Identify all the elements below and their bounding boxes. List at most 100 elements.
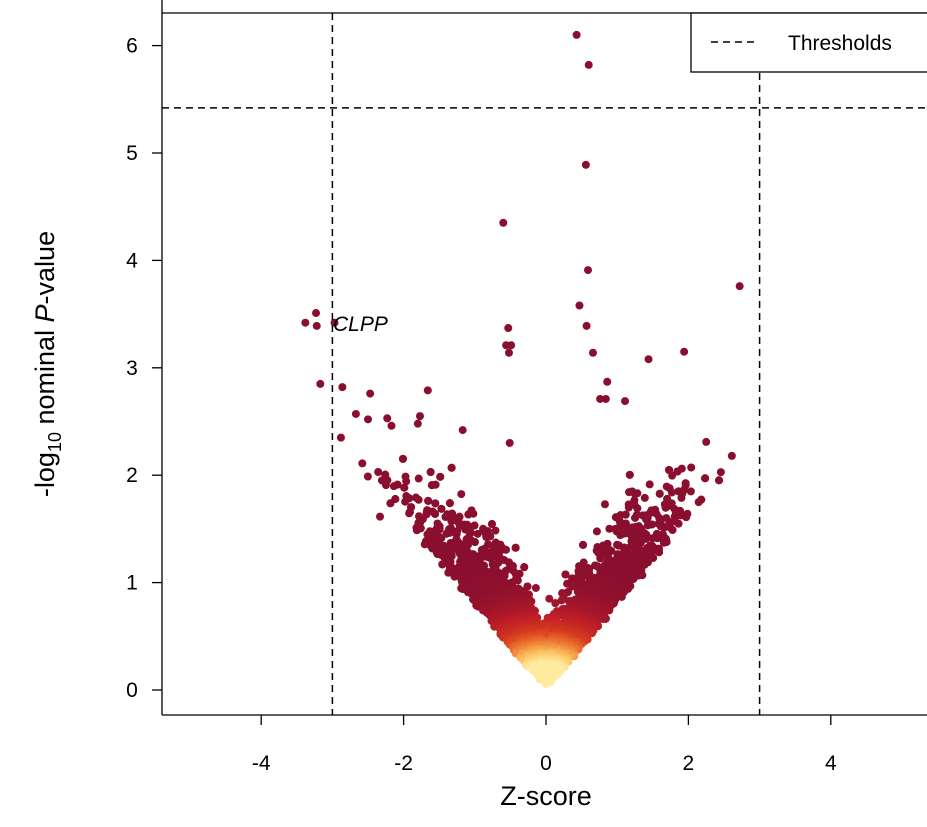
- data-point: [584, 266, 593, 275]
- data-point: [504, 324, 513, 333]
- data-point: [584, 60, 593, 69]
- y-axis-title-prefix: -log: [30, 452, 60, 497]
- bulk-point: [531, 583, 540, 592]
- bulk-point: [491, 526, 500, 535]
- data-point: [336, 433, 345, 442]
- data-point: [596, 394, 605, 403]
- data-point: [312, 321, 321, 330]
- bulk-point: [654, 519, 663, 528]
- x-ticks: -4 -2 0 2 4: [252, 715, 837, 775]
- x-tick-label: 4: [825, 752, 837, 775]
- data-point: [330, 318, 339, 327]
- bulk-point: [591, 561, 600, 570]
- x-axis-title: Z-score: [500, 781, 592, 811]
- bulk-point: [375, 512, 384, 521]
- bulk-point: [520, 563, 529, 572]
- y-tick-label: 2: [126, 464, 138, 487]
- bulk-point: [686, 487, 695, 496]
- bulk-point: [447, 463, 456, 472]
- data-point: [581, 160, 590, 169]
- bulk-point: [374, 467, 383, 476]
- bulk-point: [600, 500, 609, 509]
- bulk-point: [511, 543, 520, 552]
- x-tick-label: -4: [252, 752, 271, 775]
- bulk-point: [414, 495, 423, 504]
- bulk-point: [441, 512, 450, 521]
- data-point: [680, 347, 689, 356]
- y-axis-title: -log10 nominal P-value: [30, 231, 65, 497]
- y-axis-title-subscript: 10: [45, 432, 65, 452]
- y-tick-label: 4: [126, 249, 138, 272]
- x-tick-label: 2: [683, 752, 695, 775]
- bulk-point: [414, 474, 423, 483]
- data-point: [504, 348, 513, 357]
- bulk-point: [402, 477, 411, 486]
- y-axis-title-suffix: -value: [30, 231, 60, 305]
- bulk-cloud: [363, 454, 725, 688]
- bulk-point: [568, 582, 577, 591]
- data-point: [735, 282, 744, 291]
- bulk-point: [551, 599, 560, 608]
- bulk-point: [437, 504, 446, 513]
- bulk-point: [677, 493, 686, 502]
- bulk-point: [424, 496, 433, 505]
- bulk-point: [391, 495, 400, 504]
- bulk-point: [416, 524, 425, 533]
- bulk-point: [668, 471, 677, 480]
- data-point: [702, 437, 711, 446]
- bulk-point: [579, 540, 588, 549]
- data-point: [366, 389, 375, 398]
- bulk-point: [466, 528, 475, 537]
- bulk-point: [545, 594, 554, 603]
- data-point: [413, 419, 422, 428]
- bulk-point: [613, 540, 622, 549]
- bulk-point: [501, 545, 510, 554]
- bulk-point: [715, 476, 724, 485]
- bulk-point: [393, 480, 402, 489]
- bulk-point: [457, 490, 466, 499]
- labeled-points: [301, 30, 744, 468]
- data-point: [644, 355, 653, 364]
- bulk-point: [661, 503, 670, 512]
- bulk-point: [573, 587, 582, 596]
- bulk-point: [426, 468, 435, 477]
- bulk-point: [431, 480, 440, 489]
- legend-label-thresholds: Thresholds: [788, 32, 892, 55]
- legend: Thresholds: [690, 12, 927, 73]
- data-point: [582, 321, 591, 330]
- data-point: [505, 438, 514, 447]
- bulk-point: [674, 487, 683, 496]
- bulk-point: [479, 561, 488, 570]
- threshold-lines: [162, 13, 927, 715]
- bulk-point: [633, 504, 642, 513]
- data-point: [572, 30, 581, 39]
- y-axis-title-middle: nominal: [30, 322, 60, 432]
- bulk-point: [662, 514, 671, 523]
- data-point: [601, 394, 610, 403]
- bulk-point: [592, 527, 601, 536]
- data-point: [603, 377, 612, 386]
- bulk-point: [422, 510, 431, 519]
- bulk-point: [605, 524, 614, 533]
- bulk-point: [431, 499, 440, 508]
- legend-box: [690, 12, 927, 73]
- bulk-point: [513, 576, 522, 585]
- bulk-point: [640, 493, 649, 502]
- data-point: [727, 451, 736, 460]
- bulk-point: [638, 511, 647, 520]
- bulk-point: [659, 538, 668, 547]
- y-tick-label: 1: [126, 572, 138, 595]
- bulk-point: [470, 521, 479, 530]
- bulk-point: [561, 570, 570, 579]
- bulk-point: [445, 499, 454, 508]
- bulk-point: [694, 498, 703, 507]
- data-point: [415, 412, 424, 421]
- gene-annotation-clpp: CLPP: [333, 313, 388, 336]
- y-axis-title-italic: P: [30, 304, 60, 322]
- bulk-point: [470, 538, 479, 547]
- data-point: [621, 397, 630, 406]
- bulk-point: [701, 474, 710, 483]
- y-tick-label: 6: [126, 35, 138, 58]
- bulk-point: [616, 531, 625, 540]
- bulk-point: [631, 513, 640, 522]
